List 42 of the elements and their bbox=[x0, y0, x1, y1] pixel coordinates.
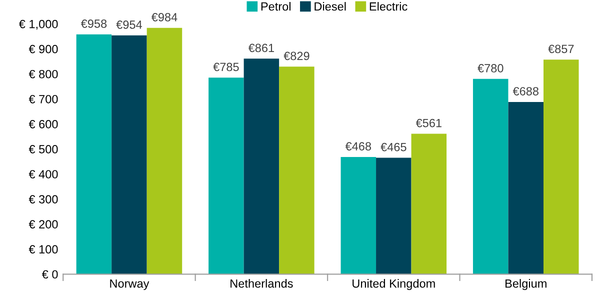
data-label: €958 bbox=[80, 19, 107, 28]
y-tick-label: € 800 bbox=[28, 70, 58, 78]
data-label: €954 bbox=[116, 20, 142, 29]
bar bbox=[544, 60, 579, 274]
y-tick-label: € 0 bbox=[42, 270, 58, 279]
bar bbox=[112, 35, 147, 274]
data-label: €829 bbox=[284, 52, 310, 60]
y-tick-label: € 900 bbox=[28, 44, 58, 54]
bar bbox=[411, 134, 447, 274]
legend-label: Diesel bbox=[314, 2, 346, 11]
bar bbox=[279, 66, 314, 274]
bar bbox=[376, 158, 412, 274]
y-tick-label: € 700 bbox=[28, 94, 58, 104]
bar bbox=[76, 34, 112, 274]
y-tick-label: € 200 bbox=[28, 220, 58, 228]
x-tick-label: Belgium bbox=[506, 279, 546, 290]
data-label: €780 bbox=[478, 64, 504, 72]
data-label: €688 bbox=[512, 87, 538, 96]
data-label: €857 bbox=[548, 44, 574, 54]
data-label: €561 bbox=[416, 118, 442, 128]
data-label: €465 bbox=[380, 142, 406, 152]
bar bbox=[508, 102, 544, 274]
y-tick-label: € 300 bbox=[28, 195, 58, 204]
bar bbox=[340, 157, 376, 274]
y-tick-label: € 500 bbox=[28, 145, 58, 154]
data-label: €785 bbox=[213, 62, 239, 72]
bar bbox=[244, 58, 280, 274]
y-tick-label: € 100 bbox=[28, 245, 58, 254]
data-label: €468 bbox=[345, 142, 372, 151]
legend-label: Petrol bbox=[261, 2, 290, 11]
data-label: €984 bbox=[151, 12, 178, 22]
legend-label: Electric bbox=[370, 2, 408, 11]
y-tick-label: € 600 bbox=[28, 120, 58, 128]
bar bbox=[146, 28, 182, 274]
bar bbox=[208, 78, 244, 274]
data-label: €861 bbox=[248, 44, 274, 52]
x-tick-label: Netherlands bbox=[230, 279, 293, 288]
bar bbox=[472, 78, 508, 274]
x-tick-label: United Kingdom bbox=[352, 279, 435, 290]
y-tick-label: € 400 bbox=[28, 170, 58, 178]
y-tick-label: € 1,000 bbox=[18, 20, 58, 30]
x-tick-label: Norway bbox=[110, 279, 150, 290]
